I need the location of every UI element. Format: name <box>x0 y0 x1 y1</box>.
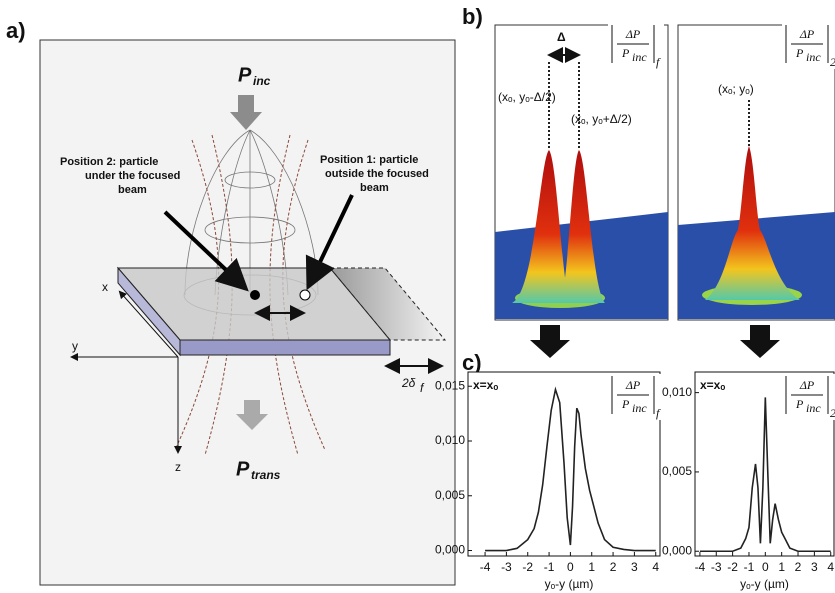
panel-label: a) <box>6 18 26 43</box>
formula-numerator: ΔP <box>799 27 815 41</box>
axis-x-label: x <box>102 280 108 294</box>
y-tick-label: 0,005 <box>662 464 692 478</box>
formula-numerator: ΔP <box>799 378 815 392</box>
y-tick-label: 0,000 <box>662 543 692 557</box>
position-2: under the focused <box>85 170 180 182</box>
particle-1 <box>300 290 310 300</box>
formula-denominator: P <box>621 397 630 411</box>
x-tick-label: -3 <box>711 560 722 574</box>
film-side <box>180 340 390 355</box>
x-tick-label: -2 <box>522 560 533 574</box>
position-1: beam <box>360 182 389 194</box>
formula-subscript: inc <box>806 50 821 64</box>
x-tick-label: 1 <box>588 560 595 574</box>
position-1: outside the focused <box>325 168 429 180</box>
delta-label: Δ <box>557 30 566 44</box>
position-2: beam <box>118 184 147 196</box>
x-tick-label: -1 <box>744 560 755 574</box>
y-tick-label: 0,000 <box>435 543 465 557</box>
formula-subscript: 2f <box>830 55 835 69</box>
x-axis-label: yₒ-y (µm) <box>545 577 594 591</box>
power-symbol: P <box>238 64 252 86</box>
power-subscript: trans <box>251 468 281 482</box>
x-tick-label: 2 <box>795 560 802 574</box>
x-tick-label: -4 <box>695 560 706 574</box>
formula-subscript: 2f <box>830 406 835 420</box>
x-tick-label: -2 <box>727 560 738 574</box>
power-subscript: inc <box>253 74 271 88</box>
y-tick-label: 0,005 <box>435 488 465 502</box>
panel-label: b) <box>462 4 483 29</box>
panel-label: c) <box>462 350 482 375</box>
point-label: (xₒ; yₒ) <box>718 82 754 96</box>
thickness-symbol: 2δ <box>401 376 416 390</box>
formula-numerator: ΔP <box>625 378 641 392</box>
formula-denominator: P <box>795 46 804 60</box>
formula-numerator: ΔP <box>625 27 641 41</box>
y-tick-label: 0,015 <box>435 378 465 392</box>
down-arrow <box>530 325 570 358</box>
x-tick-label: -4 <box>480 560 491 574</box>
axis-y-label: y <box>72 339 78 353</box>
x-tick-label: 0 <box>567 560 574 574</box>
point-label: (xₒ, yₒ+Δ/2) <box>571 112 632 126</box>
x-tick-label: 4 <box>827 560 834 574</box>
x-tick-label: 2 <box>610 560 617 574</box>
annotation: x=xₒ <box>473 378 498 392</box>
point-label: (xₒ, yₒ-Δ/2) <box>498 90 556 104</box>
x-tick-label: 3 <box>811 560 818 574</box>
y-tick-label: 0,010 <box>662 385 692 399</box>
position-2: Position 2: particle <box>60 156 158 168</box>
x-tick-label: 3 <box>631 560 638 574</box>
power-symbol: P <box>236 458 250 480</box>
axis-z-label: z <box>175 460 181 474</box>
formula-subscript: inc <box>632 50 647 64</box>
down-arrow <box>740 325 780 358</box>
x-tick-label: 0 <box>762 560 769 574</box>
formula-subscript: inc <box>632 401 647 415</box>
x-tick-label: 4 <box>652 560 659 574</box>
x-tick-label: -3 <box>501 560 512 574</box>
x-axis-label: yₒ-y (µm) <box>740 577 789 591</box>
formula-subscript: inc <box>806 401 821 415</box>
y-tick-label: 0,010 <box>435 433 465 447</box>
figure: a) P inc Position 2: particle under the … <box>0 0 835 593</box>
formula-denominator: P <box>795 397 804 411</box>
position-1: Position 1: particle <box>320 154 418 166</box>
particle-2 <box>250 290 260 300</box>
x-tick-label: -1 <box>544 560 555 574</box>
formula-denominator: P <box>621 46 630 60</box>
annotation: x=xₒ <box>700 378 725 392</box>
x-tick-label: 1 <box>778 560 785 574</box>
